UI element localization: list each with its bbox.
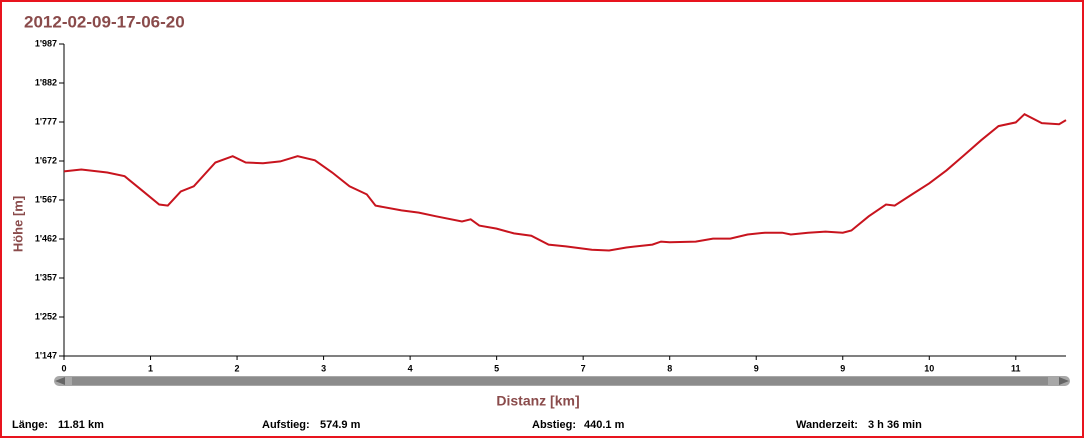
x-tick-label: 1 <box>148 363 153 373</box>
x-tick-label: 9 <box>754 363 759 373</box>
scrollbar[interactable] <box>54 376 1070 386</box>
x-tick-label: 11 <box>1011 363 1021 373</box>
x-tick-label: 3 <box>321 363 326 373</box>
stat-value: 11.81 km <box>58 419 104 431</box>
y-tick-label: 1'987 <box>35 38 57 48</box>
chart-title: 2012-02-09-17-06-20 <box>24 12 185 31</box>
stat-label: Abstieg: <box>532 419 576 431</box>
x-tick-label: 10 <box>924 363 934 373</box>
x-tick-label: 4 <box>408 363 413 373</box>
y-tick-label: 1'672 <box>35 155 57 165</box>
x-tick-label: 5 <box>494 363 499 373</box>
y-tick-label: 1'462 <box>35 233 57 243</box>
scroll-thumb[interactable] <box>72 377 1048 385</box>
x-tick-label: 7 <box>581 363 586 373</box>
x-tick-label: 9 <box>840 363 845 373</box>
stat-value: 440.1 m <box>584 419 625 431</box>
x-axis-label: Distanz [km] <box>496 393 579 409</box>
stat-label: Wanderzeit: <box>796 419 858 431</box>
x-tick-label: 0 <box>61 363 66 373</box>
y-tick-label: 1'567 <box>35 194 57 204</box>
y-tick-label: 1'147 <box>35 350 57 360</box>
stat-value: 3 h 36 min <box>868 419 922 431</box>
y-tick-label: 1'777 <box>35 116 57 126</box>
x-tick-label: 8 <box>667 363 672 373</box>
stat-label: Aufstieg: <box>262 419 310 431</box>
y-tick-label: 1'252 <box>35 311 57 321</box>
x-tick-label: 2 <box>235 363 240 373</box>
scroll-left[interactable] <box>55 377 65 385</box>
stat-value: 574.9 m <box>320 419 361 431</box>
scroll-right[interactable] <box>1059 377 1069 385</box>
y-axis-label: Höhe [m] <box>10 196 25 252</box>
elevation-line <box>63 112 1067 252</box>
stat-label: Länge: <box>12 419 48 431</box>
y-tick-label: 1'357 <box>35 272 57 282</box>
y-tick-label: 1'882 <box>35 77 57 87</box>
